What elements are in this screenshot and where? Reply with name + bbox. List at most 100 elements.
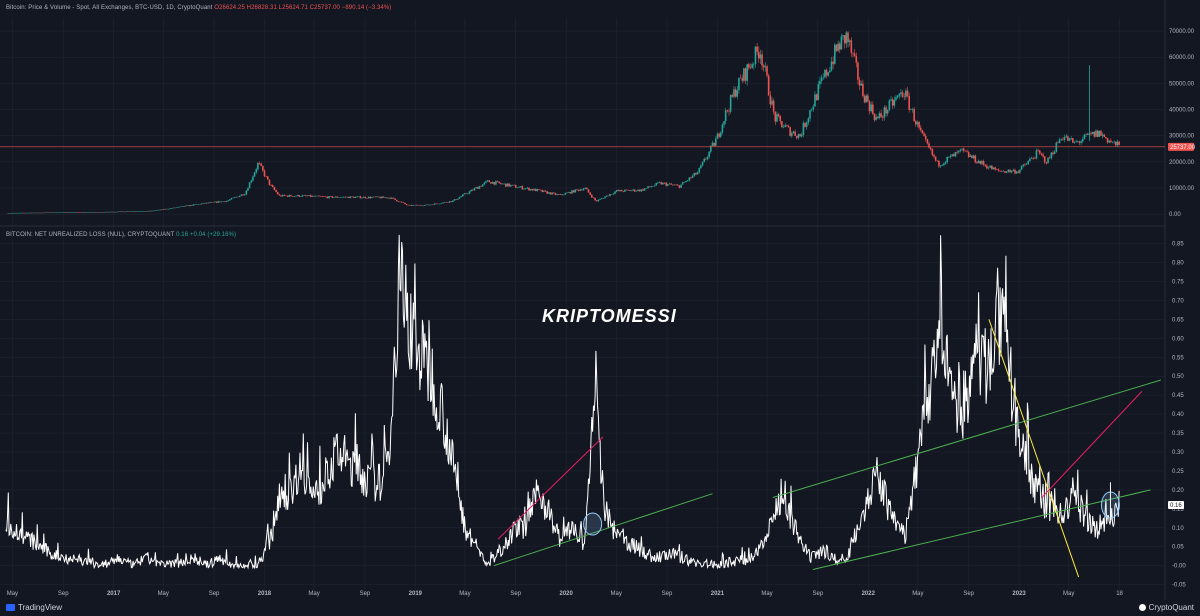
price-candle-body bbox=[749, 67, 752, 69]
price-candle-body bbox=[45, 212, 48, 214]
price-candle-body bbox=[369, 196, 372, 199]
price-candle-body bbox=[880, 113, 882, 117]
price-candle-body bbox=[1063, 137, 1066, 140]
price-candle-body bbox=[331, 196, 334, 198]
nul-y-tick-label: 0.55 bbox=[1172, 355, 1184, 361]
price-candle-body bbox=[705, 158, 707, 160]
price-candle-body bbox=[888, 100, 891, 110]
price-candle-body bbox=[476, 187, 479, 189]
cryptoquant-brand[interactable]: CryptoQuant bbox=[1138, 603, 1194, 612]
price-candle-body bbox=[914, 121, 917, 125]
price-candle-body bbox=[182, 206, 185, 207]
price-y-tick-label: 30000.00 bbox=[1169, 134, 1195, 140]
price-candle-body bbox=[143, 210, 145, 212]
price-candle-body bbox=[969, 155, 972, 157]
price-candle-body bbox=[174, 207, 177, 209]
price-candle-body bbox=[404, 202, 406, 205]
price-candle-body bbox=[220, 201, 223, 203]
tradingview-brand[interactable]: TradingView bbox=[6, 603, 62, 612]
price-candle-body bbox=[576, 189, 578, 190]
price-candle-body bbox=[204, 202, 206, 204]
nul-y-tick-label: 0.75 bbox=[1172, 279, 1184, 285]
price-candle-body bbox=[556, 194, 558, 195]
price-candle-body bbox=[678, 185, 681, 188]
price-candle-body bbox=[268, 179, 271, 185]
price-candle-body bbox=[1005, 171, 1008, 173]
price-candle-body bbox=[305, 195, 307, 196]
price-candle-body bbox=[225, 201, 228, 202]
price-candle-body bbox=[1083, 134, 1086, 140]
price-candle-body bbox=[946, 156, 949, 163]
price-candle-body bbox=[610, 194, 613, 195]
price-candle-body bbox=[1101, 134, 1104, 136]
price-candle-body bbox=[706, 156, 709, 160]
price-candle-body bbox=[933, 154, 935, 157]
price-candle-body bbox=[728, 111, 730, 112]
price-candle-body bbox=[559, 194, 562, 195]
price-candle-body bbox=[645, 188, 648, 189]
price-candle-body bbox=[114, 211, 117, 213]
red-trendline-2019 bbox=[497, 436, 604, 540]
price-candle-body bbox=[809, 110, 811, 119]
price-candle-body bbox=[690, 177, 692, 178]
price-candle-body bbox=[498, 181, 501, 184]
price-candle-body bbox=[1115, 141, 1117, 146]
price-candle-body bbox=[534, 188, 537, 192]
price-candle-body bbox=[187, 205, 190, 207]
price-candle-body bbox=[624, 189, 626, 192]
price-candle-body bbox=[361, 197, 363, 199]
price-candle-body bbox=[86, 212, 89, 213]
price-candle-body bbox=[900, 92, 902, 94]
price-candle-body bbox=[298, 195, 301, 197]
price-candle-body bbox=[1060, 139, 1063, 140]
price-candle-body bbox=[311, 195, 314, 197]
price-candle-body bbox=[635, 190, 638, 192]
price-candle-body bbox=[538, 189, 540, 190]
price-candle-body bbox=[815, 94, 818, 100]
price-candle-body bbox=[450, 201, 453, 202]
price-candle-body bbox=[71, 212, 74, 213]
x-tick-label: Sep bbox=[813, 591, 824, 597]
price-candle-body bbox=[824, 69, 826, 78]
price-candle-body bbox=[402, 202, 405, 203]
price-candle-body bbox=[100, 212, 102, 213]
x-tick-label: May bbox=[1063, 591, 1074, 597]
time-x-axis: May Sep 2017 May Sep 2018 May Sep 2019 May Sep 2020… bbox=[7, 591, 1124, 597]
price-candle-body bbox=[508, 183, 510, 187]
price-candle-body bbox=[242, 194, 244, 196]
price-candle-body bbox=[410, 204, 413, 206]
x-tick-label: Sep bbox=[360, 591, 371, 597]
price-candle-body bbox=[185, 205, 188, 207]
price-candle-body bbox=[977, 160, 980, 164]
price-legend-title: Bitcoin: Price & Volume - Spot, All Exch… bbox=[6, 5, 213, 11]
price-candle-body bbox=[819, 80, 821, 85]
price-candle-body bbox=[306, 195, 309, 197]
price-candle-body bbox=[622, 191, 625, 192]
price-candle-body bbox=[680, 184, 682, 188]
price-candle-body bbox=[974, 155, 977, 163]
price-candle-body bbox=[290, 195, 292, 197]
price-candle-body bbox=[719, 132, 722, 137]
price-candle-body bbox=[800, 134, 803, 137]
price-candle-body bbox=[210, 202, 213, 203]
price-candle-body bbox=[1019, 169, 1021, 173]
nul-y-tick-label: 0.85 bbox=[1172, 242, 1184, 248]
price-legend: Bitcoin: Price & Volume - Spot, All Exch… bbox=[6, 5, 391, 11]
price-candle-body bbox=[1098, 130, 1101, 137]
price-candle-body bbox=[7, 212, 10, 214]
price-candle-body bbox=[840, 36, 843, 50]
price-candle-body bbox=[295, 196, 297, 197]
price-candle-body bbox=[65, 212, 67, 214]
price-candle-body bbox=[347, 196, 350, 199]
price-candle-body bbox=[501, 183, 504, 185]
price-candle-body bbox=[848, 40, 851, 42]
price-candle-body bbox=[354, 196, 357, 198]
price-candle-body bbox=[486, 180, 489, 182]
price-candle-body bbox=[52, 212, 54, 213]
price-candle-body bbox=[518, 187, 520, 188]
price-candle-body bbox=[954, 152, 957, 157]
price-candle-body bbox=[630, 190, 633, 192]
price-candle-body bbox=[237, 196, 239, 198]
price-candle-body bbox=[1103, 134, 1106, 137]
